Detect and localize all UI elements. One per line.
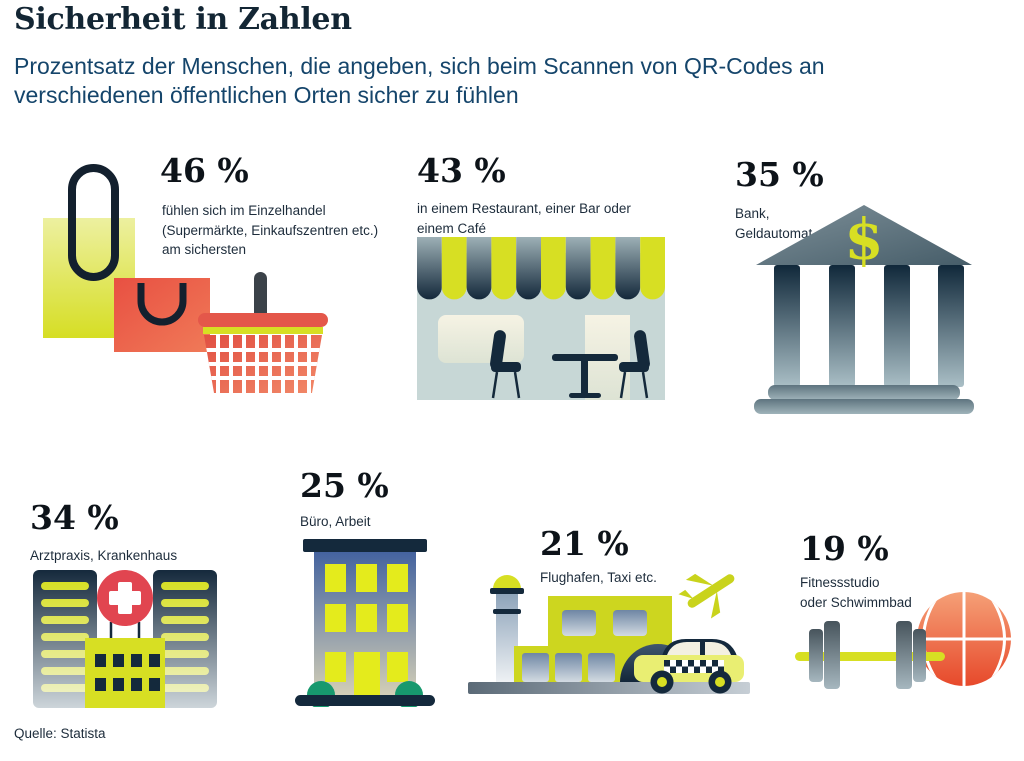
dumbbell-icon [809, 621, 926, 689]
control-tower-icon [496, 594, 518, 682]
stat-label-restaurant: in einem Restaurant, einer Bar oder eine… [417, 201, 631, 236]
stat-value-restaurant: 43 % [417, 151, 506, 190]
stat-label-hospital: Arztpraxis, Krankenhaus [30, 548, 178, 563]
stat-value-airport: 21 % [540, 524, 629, 563]
stat-label-office: Büro, Arbeit [300, 514, 371, 529]
shopping-bags-basket-icon [43, 164, 328, 393]
bank-building-icon: $ [754, 205, 974, 414]
stat-label-airport: Flughafen, Taxi etc. [540, 570, 657, 585]
stat-value-gym: 19 % [800, 529, 889, 568]
taxi-icon [634, 639, 744, 694]
dollar-sign-icon: $ [845, 207, 884, 273]
stat-value-office: 25 % [300, 466, 389, 505]
gym-dumbbell-basketball-icon [795, 592, 1011, 689]
cafe-storefront-icon [417, 237, 665, 400]
airplane-icon [678, 573, 735, 619]
medical-cross-icon [109, 582, 141, 614]
stat-value-hospital: 34 % [30, 498, 119, 537]
page-subtitle: Prozentsatz der Menschen, die angeben, s… [14, 53, 825, 108]
page-title: Sicherheit in Zahlen [14, 2, 352, 37]
office-building-icon [295, 539, 435, 707]
stat-label-gym: Fitnessstudio oder Schwimmbad [800, 575, 912, 610]
stat-value-bank: 35 % [735, 155, 824, 194]
stat-value-retail: 46 % [160, 151, 249, 190]
stat-label-bank: Bank, Geldautomat [735, 206, 813, 241]
stat-label-retail: fühlen sich im Einzelhandel (Supermärkte… [162, 203, 379, 258]
airport-taxi-icon [468, 573, 750, 694]
hospital-icon [33, 570, 217, 708]
source-note: Quelle: Statista [14, 726, 106, 741]
